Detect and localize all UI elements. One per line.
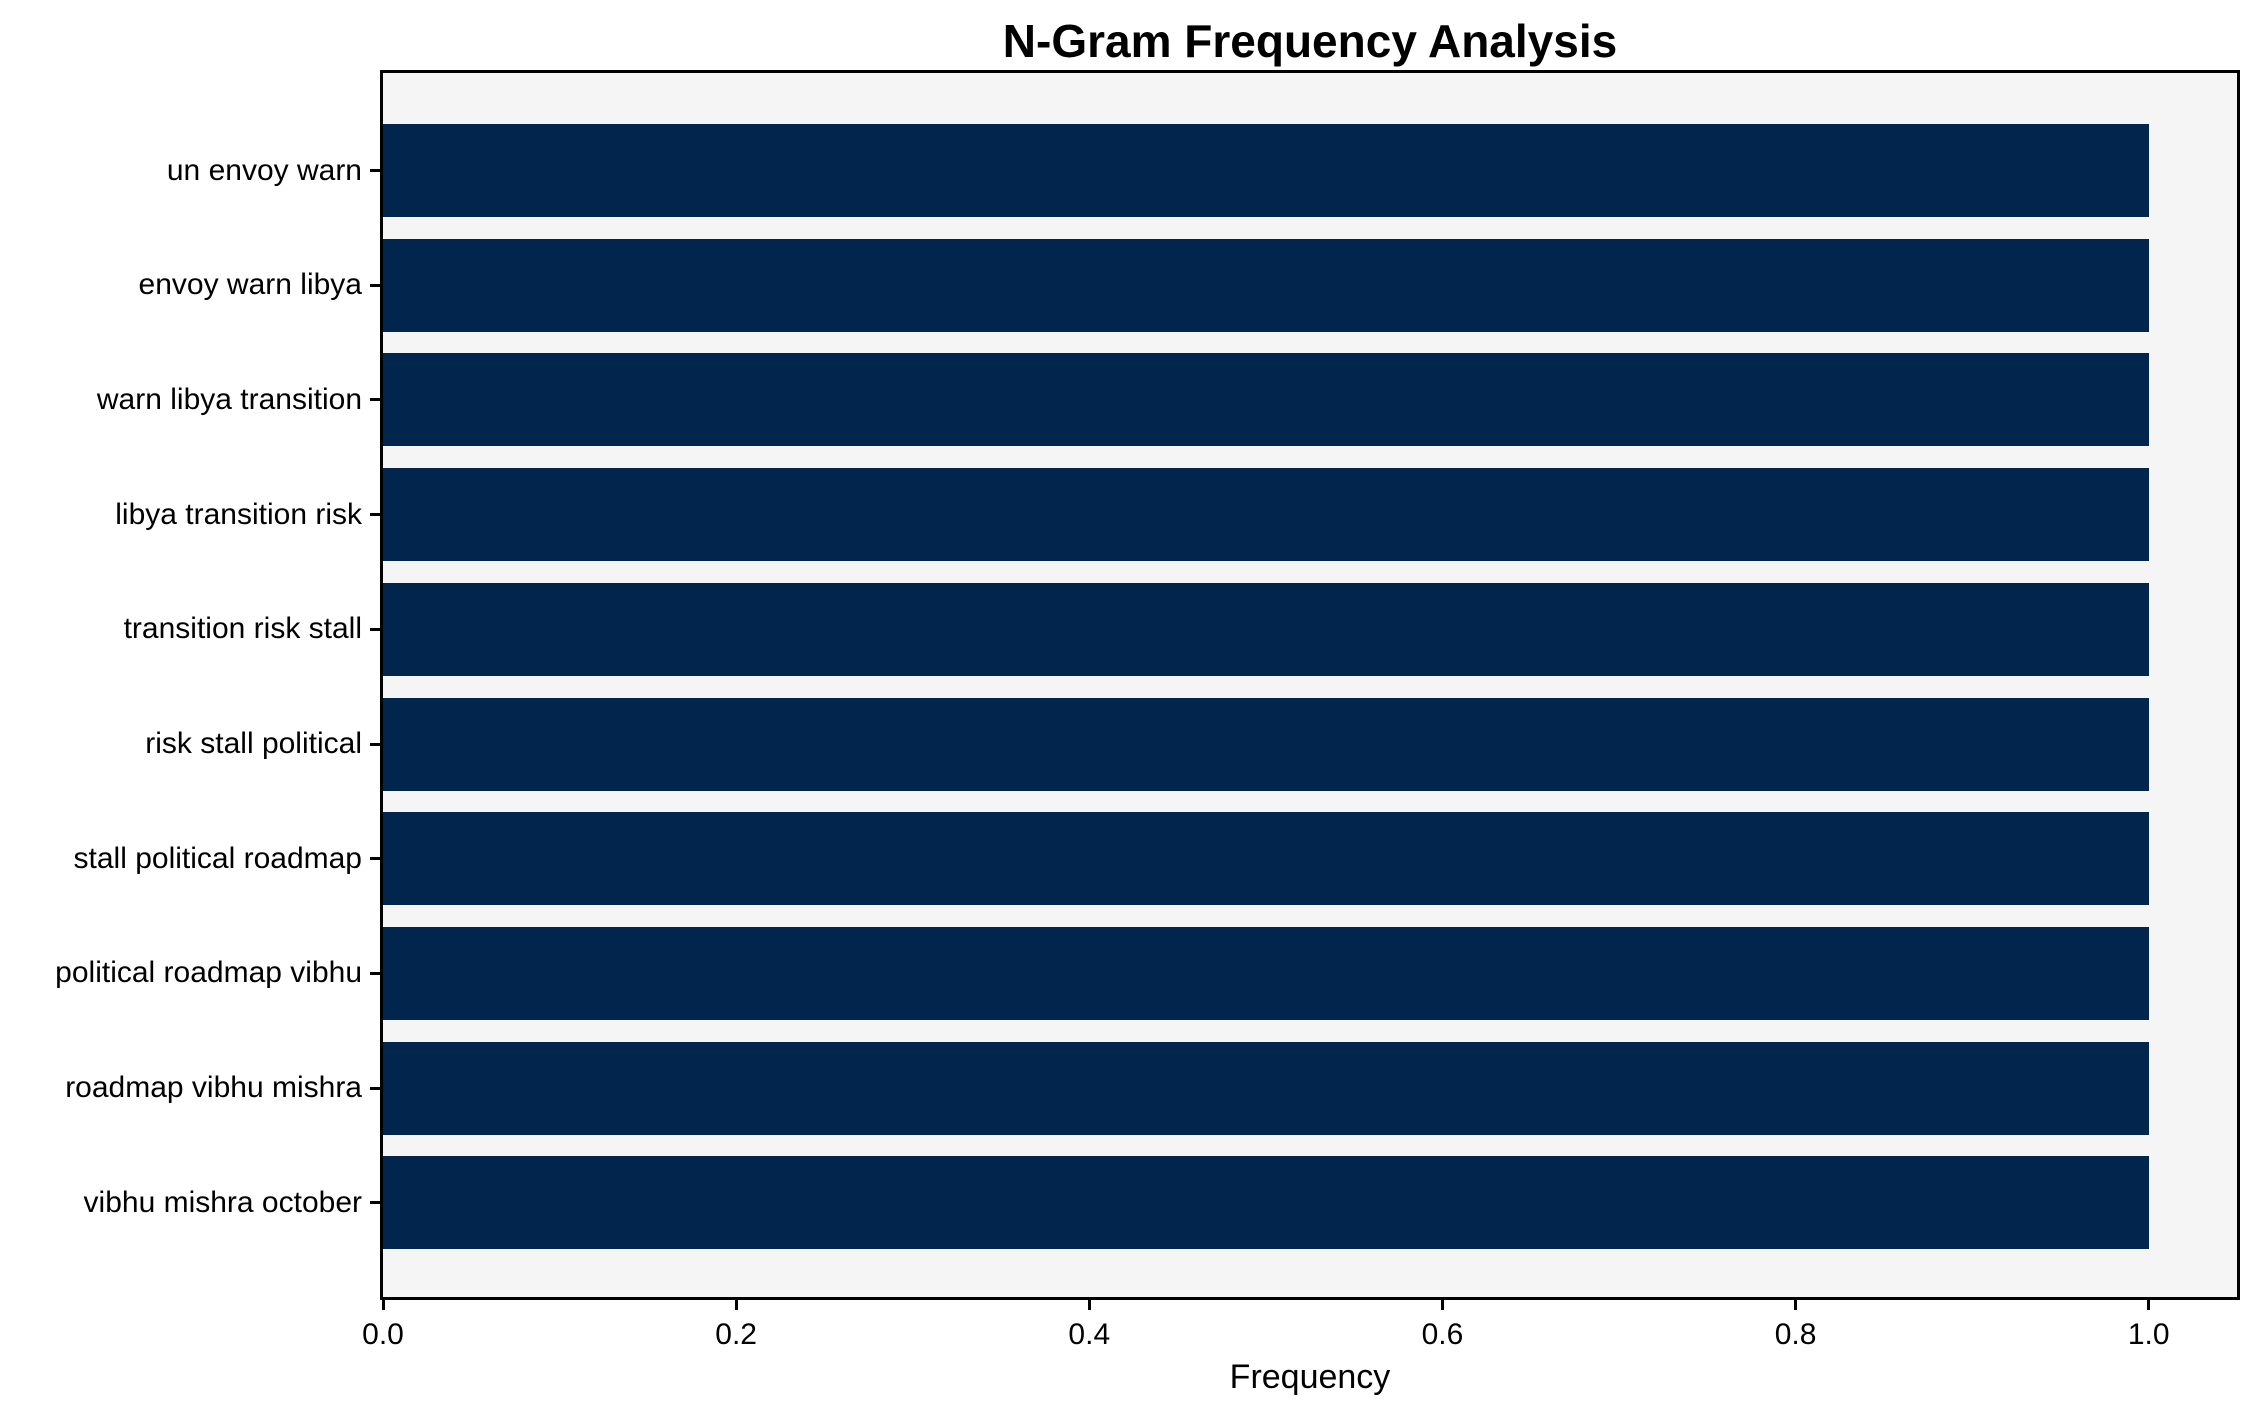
x-axis-title: Frequency — [1229, 1358, 1391, 1396]
y-tick-label: roadmap vibhu mishra — [65, 1071, 362, 1105]
bar — [383, 1156, 2149, 1250]
bar — [383, 124, 2149, 217]
x-tick-mark — [2147, 1300, 2151, 1310]
y-tick-mark — [370, 169, 380, 172]
y-tick-mark — [370, 971, 380, 975]
x-tick-label: 0.6 — [1421, 1318, 1464, 1351]
y-tick-mark — [370, 857, 380, 861]
x-tick-label: 0.2 — [715, 1318, 757, 1351]
y-tick-label: political roadmap vibhu — [55, 956, 362, 990]
bar — [383, 697, 2149, 791]
bar — [383, 353, 2149, 447]
x-tick-mark — [381, 1300, 385, 1310]
y-tick-mark — [370, 283, 380, 287]
y-tick-mark — [370, 1086, 380, 1090]
chart-title: N-Gram Frequency Analysis — [1002, 15, 1618, 67]
bar — [383, 582, 2149, 676]
x-tick-mark — [1794, 1300, 1798, 1310]
x-tick-mark — [1087, 1300, 1091, 1310]
y-tick-label: un envoy warn — [166, 153, 362, 187]
x-tick-label: 0.0 — [362, 1318, 404, 1351]
y-tick-label: transition risk stall — [123, 612, 362, 646]
y-tick-label: stall political roadmap — [73, 841, 362, 875]
bar — [383, 1041, 2149, 1135]
bar — [383, 238, 2149, 332]
y-tick-mark — [370, 1201, 380, 1205]
y-tick-label: libya transition risk — [115, 497, 362, 531]
x-tick-label: 0.8 — [1774, 1318, 1817, 1351]
y-tick-label: warn libya transition — [96, 382, 362, 416]
x-tick-label: 1.0 — [2127, 1318, 2170, 1351]
bar — [383, 812, 2149, 906]
y-tick-label: risk stall political — [145, 727, 362, 760]
bar — [383, 468, 2149, 562]
y-tick-label: envoy warn libya — [138, 268, 362, 302]
y-tick-mark — [370, 742, 380, 746]
bar — [383, 926, 2149, 1020]
x-tick-mark — [1440, 1300, 1444, 1310]
y-tick-mark — [370, 513, 380, 517]
y-tick-label: vibhu mishra october — [83, 1185, 362, 1219]
x-tick-label: 0.4 — [1068, 1318, 1111, 1351]
x-tick-mark — [734, 1300, 738, 1310]
y-tick-mark — [370, 627, 380, 631]
y-tick-mark — [370, 398, 380, 402]
